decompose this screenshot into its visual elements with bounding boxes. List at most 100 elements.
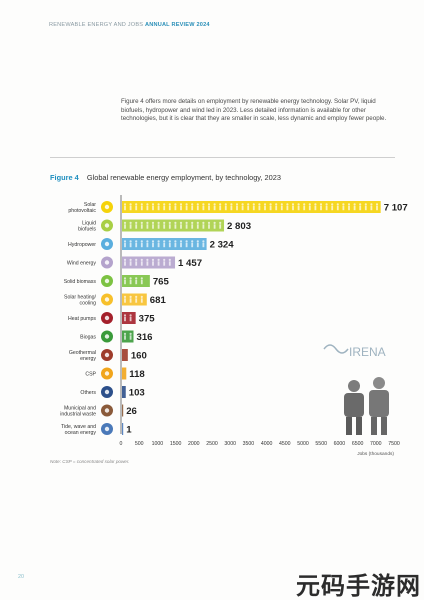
person-mark (275, 205, 278, 211)
person-mark (269, 203, 272, 206)
person-mark (376, 205, 378, 211)
icon-glyph (104, 278, 110, 284)
person-mark (123, 258, 127, 261)
worker-figure (369, 377, 389, 435)
bar-10 (122, 367, 127, 380)
person-mark (135, 224, 138, 229)
x-tick-label: 7500 (388, 441, 400, 447)
person-mark (219, 224, 222, 229)
bar-13 (122, 423, 124, 435)
person-mark (269, 205, 272, 211)
person-mark (135, 277, 138, 280)
irena-logo: IRENA (323, 344, 386, 359)
logo-text: IRENA (349, 345, 386, 359)
x-tick-label: 1000 (152, 441, 164, 447)
category-label: Tide, wave and ocean energy (61, 424, 96, 436)
person-mark (364, 203, 367, 206)
person-mark (213, 224, 216, 229)
person-mark (196, 203, 199, 206)
x-tick-label: 6000 (334, 441, 346, 447)
person-mark (124, 279, 126, 285)
person-mark (124, 335, 126, 340)
person-mark (129, 295, 132, 298)
person-mark (180, 242, 182, 248)
person-mark (191, 224, 194, 229)
person-mark (348, 205, 350, 211)
person-mark (319, 203, 323, 206)
x-tick-label: 1500 (170, 441, 182, 447)
person-mark (168, 261, 171, 266)
person-mark (297, 205, 300, 211)
person-mark (157, 242, 160, 248)
person-mark (247, 205, 250, 211)
person-mark (163, 242, 166, 248)
person-mark (152, 224, 154, 229)
person-mark (140, 221, 143, 224)
person-mark (146, 258, 149, 261)
icon-glyph (104, 223, 110, 228)
person-mark (185, 224, 188, 229)
person-mark (196, 205, 199, 211)
person-mark (123, 221, 127, 224)
person-mark (123, 277, 127, 280)
person-mark (135, 295, 138, 298)
category-label: Others (80, 390, 96, 396)
icon-glyph (104, 389, 110, 395)
person-mark (163, 221, 166, 224)
person-mark (252, 205, 255, 211)
person-mark (163, 205, 166, 211)
value-label: 681 (150, 295, 167, 306)
running-header: RENEWABLE ENERGY AND JOBS ANNUAL REVIEW … (49, 22, 210, 28)
person-mark (336, 205, 339, 211)
person-mark (258, 203, 261, 206)
person-mark (219, 203, 222, 206)
bar-11 (122, 386, 126, 398)
person-mark (286, 203, 289, 206)
person-mark (124, 261, 126, 266)
person-mark (129, 205, 132, 211)
person-mark (163, 224, 166, 229)
person-mark (140, 277, 143, 280)
x-tick-label: 500 (135, 441, 144, 447)
person-mark (280, 205, 283, 211)
value-label: 1 (126, 425, 132, 436)
page-number: 20 (18, 574, 24, 580)
person-mark (191, 203, 194, 206)
person-mark (124, 224, 126, 229)
person-mark (364, 205, 367, 211)
icon-glyph (104, 408, 110, 413)
person-mark (179, 203, 183, 206)
bar-1 (122, 201, 381, 213)
icon-glyph (104, 315, 110, 321)
person-mark (353, 205, 356, 211)
person-mark (135, 240, 138, 243)
person-mark (168, 205, 171, 211)
intro-paragraph: Figure 4 offers more details on employme… (121, 98, 387, 123)
site-watermark: 元码手游网 (296, 573, 421, 600)
person-mark (135, 258, 138, 261)
person-mark (213, 203, 216, 206)
person-mark (179, 221, 183, 224)
person-mark (168, 203, 171, 206)
value-label: 118 (129, 369, 145, 380)
person-mark (157, 224, 160, 229)
person-mark (191, 221, 194, 224)
person-mark (224, 205, 227, 211)
bar-9 (122, 349, 128, 361)
person-mark (241, 203, 244, 206)
figure-caption: Global renewable energy employment, by t… (86, 173, 282, 182)
person-mark (168, 224, 171, 229)
person-mark (185, 203, 188, 206)
person-mark (129, 224, 132, 229)
x-tick-label: 5500 (315, 441, 327, 447)
person-mark (123, 314, 127, 317)
person-mark (151, 240, 155, 243)
icon-glyph (104, 297, 110, 302)
person-mark (146, 261, 149, 266)
person-mark (168, 242, 171, 248)
person-mark (303, 203, 306, 206)
x-axis-title: Jobs (thousands) (357, 451, 394, 457)
person-mark (347, 203, 351, 206)
person-mark (157, 261, 160, 266)
